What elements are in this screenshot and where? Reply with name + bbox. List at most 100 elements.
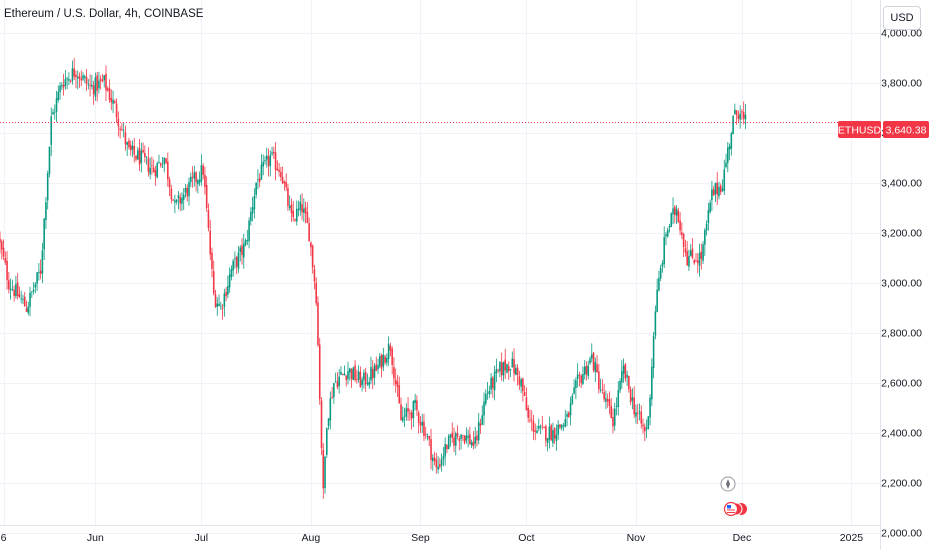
candle-body — [159, 163, 162, 166]
candle — [582, 366, 584, 386]
candle — [368, 376, 370, 389]
candle — [529, 409, 531, 424]
candle — [38, 263, 40, 281]
candle — [659, 264, 662, 282]
candle — [564, 409, 567, 428]
candle — [235, 255, 238, 275]
candle-body — [108, 88, 111, 100]
candle-body — [719, 185, 722, 193]
candle — [539, 424, 542, 434]
candle-body — [716, 182, 718, 195]
currency-button[interactable]: USD — [883, 6, 921, 30]
candle — [635, 404, 637, 424]
candle — [87, 79, 90, 90]
candle-body — [248, 220, 250, 242]
candle — [288, 195, 291, 211]
time-axis[interactable]: 6 Jun Jul Aug Sep Oct Nov Dec 2025 — [0, 525, 880, 545]
candle — [324, 455, 326, 494]
candle-body — [315, 282, 318, 304]
candle-body — [380, 354, 383, 369]
candle — [440, 453, 443, 472]
candle — [401, 406, 404, 423]
candle — [525, 387, 528, 411]
candle-body — [241, 245, 243, 256]
candle — [689, 243, 692, 257]
candle-body — [22, 299, 24, 300]
x-tick-label: 6 — [1, 532, 7, 544]
candle — [396, 374, 399, 397]
candle-body — [324, 456, 326, 488]
compass-icon[interactable] — [720, 476, 736, 492]
us-flag-event-icon[interactable] — [723, 501, 748, 517]
candle-body — [75, 74, 77, 78]
candle — [469, 426, 471, 445]
candle — [232, 258, 234, 277]
candle-body — [128, 140, 130, 148]
candle-body — [101, 80, 104, 82]
candle — [739, 105, 741, 129]
candle-body — [615, 406, 618, 407]
candle-body — [675, 208, 678, 216]
candle — [649, 394, 651, 426]
candle-body — [465, 435, 468, 441]
candle — [621, 360, 623, 389]
candle — [728, 143, 731, 161]
candle-body — [444, 444, 446, 457]
candle — [476, 430, 478, 447]
candle-body — [442, 456, 445, 460]
candle-body — [661, 263, 664, 267]
candle-body — [294, 219, 296, 221]
price-axis[interactable]: 4,000.003,800.003,600.003,400.003,200.00… — [880, 0, 923, 550]
candle-body — [564, 419, 567, 427]
candle — [460, 434, 462, 450]
candle — [55, 90, 58, 123]
candle-body — [221, 307, 224, 309]
candle — [193, 165, 196, 187]
candle — [599, 378, 602, 393]
candle-body — [138, 148, 141, 165]
candle — [145, 156, 148, 165]
candle — [336, 372, 339, 390]
candle — [8, 272, 10, 294]
y-tick-label: 2,400.00 — [881, 428, 922, 440]
candle-body — [500, 362, 503, 375]
candle — [702, 241, 704, 264]
candle-body — [250, 212, 252, 221]
candle — [214, 289, 217, 309]
candle — [110, 89, 113, 111]
candle-body — [412, 401, 415, 418]
y-tick-label: 3,800.00 — [881, 78, 922, 90]
event-icons[interactable] — [720, 476, 748, 517]
candle — [610, 398, 613, 419]
candle-body — [121, 129, 123, 131]
candle — [188, 177, 190, 206]
candle-body — [446, 445, 448, 450]
candle-body — [331, 397, 333, 398]
candle — [493, 365, 496, 401]
candle — [101, 73, 104, 83]
candle — [375, 356, 378, 372]
candle-body — [476, 435, 478, 441]
candle-body — [161, 166, 164, 168]
candle-body — [737, 114, 740, 119]
candle — [345, 374, 348, 387]
candle-body — [370, 367, 372, 381]
candle — [117, 111, 120, 137]
symbol-title[interactable]: Ethereum / U.S. Dollar, 4h, COINBASE — [4, 8, 204, 20]
candle — [428, 435, 431, 447]
candle-body — [511, 358, 514, 368]
candle — [149, 157, 151, 180]
candle — [253, 188, 256, 219]
candle — [377, 358, 379, 375]
candle-body — [513, 358, 515, 374]
candle — [585, 361, 588, 381]
candle — [543, 426, 545, 429]
candle-body — [211, 252, 213, 269]
candle-body — [403, 415, 406, 417]
candle — [744, 104, 747, 129]
candle-body — [292, 210, 295, 218]
candle-body — [32, 289, 35, 292]
candle-body — [375, 364, 378, 371]
candle — [511, 351, 514, 368]
